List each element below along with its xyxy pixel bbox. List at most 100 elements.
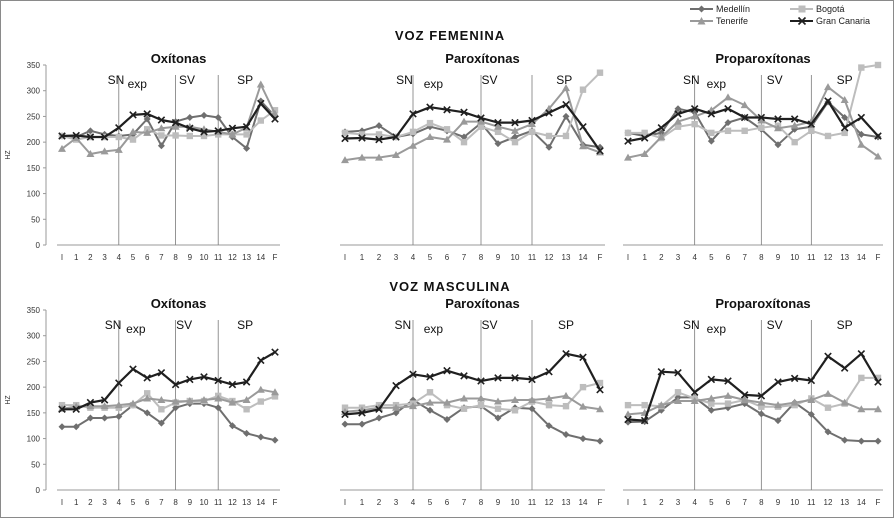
panel-4-medellin-point-14 <box>257 433 265 441</box>
panel-1-title: Oxítonas <box>151 51 207 66</box>
panel-1-bogota-point-9 <box>186 132 193 140</box>
panel-6-medellin-point-12 <box>824 428 832 436</box>
panel-1-x-tick-label-4: 4 <box>117 253 122 262</box>
panel-2-bogota-point-8 <box>477 123 485 130</box>
panel-3-gran-canaria-point-2 <box>657 123 666 132</box>
panel-3-tenerife-point-7 <box>740 101 749 109</box>
panel-3-tenerife-point-13 <box>840 95 849 103</box>
panel-5-tenerife-point-4 <box>409 402 417 410</box>
legend-marker-medellin <box>698 5 705 13</box>
panel-6-tenerife-point-13 <box>840 398 849 406</box>
panel-4-title: Oxítonas <box>151 296 207 311</box>
panel-6-gran-canaria-point-5 <box>707 375 716 384</box>
panel-3-bogota-point-14 <box>858 64 865 71</box>
panel-5-medellin-point-13 <box>562 430 570 438</box>
panel-6-medellin-point-15 <box>874 437 882 445</box>
panel-6-tenerife-line <box>627 392 878 416</box>
panel-4-medellin-point-11 <box>214 404 222 412</box>
panel-3-gran-canaria-point-1 <box>640 134 649 142</box>
panel-5-tenerife-point-5 <box>426 398 434 406</box>
panel-4-series-gran-canaria <box>58 348 279 414</box>
panel-6-tenerife-point-3 <box>674 397 682 405</box>
panel-5-tenerife-point-14 <box>579 402 587 410</box>
panel-4-tenerife-point-12 <box>228 398 237 406</box>
panel-3-annotation-sv: SV <box>767 73 783 87</box>
panel-6-bogota-point-6 <box>724 400 732 407</box>
panel-5-bogota-point-9 <box>494 405 502 412</box>
panel-2-x-tick-label-6: 6 <box>445 253 450 262</box>
panel-4-y-tick-label-3: 150 <box>27 409 41 418</box>
panel-4-bogota-point-14 <box>257 398 264 405</box>
panel-1-gran-canaria-point-11 <box>214 127 222 135</box>
panel-4-gran-canaria-point-1 <box>72 405 80 414</box>
panel-2-x-tick-label-4: 4 <box>411 253 416 262</box>
panel-2-x-tick-label-2: 2 <box>377 253 382 262</box>
panel-4-x-tick-label-14: 14 <box>256 498 265 507</box>
panel-3-bogota-line <box>628 64 879 144</box>
panel-4-x-tick-label-13: 13 <box>242 498 251 507</box>
panel-5-series-gran-canaria <box>341 349 604 419</box>
panel-4-medellin-point-1 <box>72 423 80 431</box>
panel-4-gran-canaria-point-8 <box>171 380 180 389</box>
panel-4-y-tick-label-2: 100 <box>27 435 41 444</box>
panel-1-gran-canaria-point-15 <box>271 115 279 123</box>
panel-5-x-tick-label-3: 3 <box>394 498 399 507</box>
panel-2-gran-canaria-point-5 <box>426 103 434 111</box>
panel-3-tenerife-point-9 <box>774 124 782 132</box>
panel-5-bogota-point-0 <box>341 404 349 411</box>
panel-2-bogota-point-2 <box>375 131 383 138</box>
panel-5-gran-canaria-point-5 <box>426 373 434 381</box>
panel-4-tenerife-point-10 <box>200 396 208 403</box>
panel-1-gran-canaria-point-3 <box>100 133 109 141</box>
panel-2-medellin-point-9 <box>494 140 502 148</box>
panel-6-gran-canaria-point-7 <box>740 391 749 399</box>
panel-5-tenerife-point-13 <box>562 391 570 399</box>
panel-2-x-tick-label-9: 9 <box>496 253 501 262</box>
panel-5-medellin-point-12 <box>545 422 553 430</box>
panel-2-bogota-point-11 <box>528 128 536 136</box>
panel-2-medellin-point-13 <box>562 112 570 120</box>
panel-5-medellin-point-6 <box>443 416 451 424</box>
panel-5-bogota-point-13 <box>562 402 570 410</box>
panel-4-y-tick-label-1: 50 <box>31 460 40 469</box>
panel-4-tenerife-point-2 <box>86 402 95 410</box>
panel-4-tenerife-point-3 <box>100 402 109 410</box>
panel-2-medellin-point-2 <box>375 122 383 130</box>
panel-5-bogota-point-14 <box>579 383 587 391</box>
panel-3-medellin-point-5 <box>707 137 715 145</box>
panel-3-gran-canaria-point-3 <box>674 110 682 118</box>
panel-5-x-tick-label-6: 6 <box>445 498 450 507</box>
panel-6-x-tick-label-7: 7 <box>742 498 747 507</box>
panel-1-y-tick-label-2: 100 <box>27 190 41 199</box>
panel-4-bogota-line <box>62 392 276 411</box>
panel-1-tenerife-point-3 <box>100 147 109 155</box>
panel-3-x-tick-label-8: 8 <box>759 253 764 262</box>
panel-4-gran-canaria-point-13 <box>242 378 251 386</box>
panel-2-tenerife-line <box>344 87 601 162</box>
panel-5-x-tick-label-1: 1 <box>360 498 365 507</box>
panel-3-tenerife-point-0 <box>624 153 632 161</box>
panel-2-x-tick-label-0: I <box>344 253 346 262</box>
panel-3-gran-canaria-point-13 <box>840 123 849 132</box>
panel-4-gran-canaria-point-12 <box>228 380 237 389</box>
panel-2-medellin-line <box>344 115 601 149</box>
panel-1-medellin-point-7 <box>157 142 165 150</box>
panel-1-x-tick-label-10: 10 <box>200 253 209 262</box>
panel-1-medellin-point-6 <box>143 115 151 123</box>
panel-2-tenerife-point-13 <box>562 84 570 92</box>
panel-4-y-tick-label-7: 350 <box>27 306 41 315</box>
panel-3-gran-canaria-point-15 <box>874 132 882 140</box>
panel-4-tenerife-point-15 <box>271 388 279 396</box>
legend-marker-gran-canaria <box>797 16 807 26</box>
panel-4-tenerife-point-11 <box>214 394 223 402</box>
panel-2-tenerife-point-6 <box>443 135 451 143</box>
panel-4-tenerife-line <box>61 388 276 410</box>
panel-4-bogota-point-7 <box>158 406 165 413</box>
panel-3-bogota-point-1 <box>641 129 648 137</box>
panel-5-gran-canaria-point-14 <box>579 353 587 362</box>
panel-6-series-tenerife <box>624 389 882 418</box>
